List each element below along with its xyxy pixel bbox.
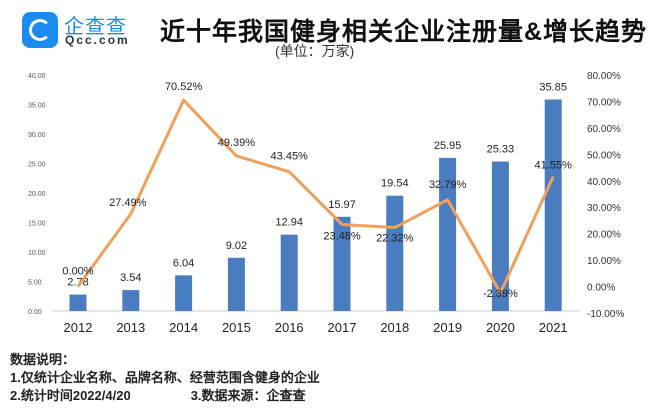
notes: 数据说明： 1.仅统计企业名称、品牌名称、经营范围含健身的企业 2.统计时间20…	[10, 351, 320, 405]
qcc-logo-icon	[22, 12, 58, 48]
bar-value-label: 19.54	[381, 178, 409, 190]
chart-unit: (单位：万家)	[275, 43, 355, 59]
growth-value-label: 23.48%	[323, 230, 361, 242]
x-tick-label: 2017	[328, 320, 357, 335]
growth-value-label: 22.32%	[376, 233, 414, 245]
bar	[175, 275, 193, 311]
x-tick-label: 2013	[116, 320, 145, 335]
logo-name-en: Qcc.com	[65, 33, 130, 47]
right-tick-label: 20.00%	[587, 230, 621, 241]
bar	[544, 99, 562, 311]
x-tick-label: 2015	[222, 320, 251, 335]
right-tick-label: 0.00%	[587, 283, 615, 294]
right-tick-label: -10.00%	[587, 309, 624, 320]
right-tick-label: 60.00%	[587, 124, 621, 135]
x-tick-label: 2014	[169, 320, 198, 335]
notes-line3: 3.数据来源：企查查	[190, 388, 306, 403]
bar	[227, 257, 245, 311]
right-tick-label: 30.00%	[587, 203, 621, 214]
growth-value-label: 0.00%	[62, 266, 93, 278]
growth-line	[76, 98, 555, 295]
bar-value-label: 35.85	[539, 81, 567, 93]
bar-value-label: 3.54	[120, 272, 141, 284]
x-tick-label: 2019	[433, 320, 462, 335]
left-tick-label: 20.00	[28, 191, 46, 198]
notes-heading: 数据说明：	[10, 352, 76, 367]
x-tick-label: 2018	[380, 320, 409, 335]
bar-value-label: 25.33	[487, 144, 515, 156]
bar-value-label: 15.97	[328, 199, 356, 211]
bar	[333, 216, 351, 311]
chart-title: 近十年我国健身相关企业注册量&增长趋势	[160, 18, 648, 46]
notes-line1: 1.仅统计企业名称、品牌名称、经营范围含健身的企业	[10, 370, 320, 385]
right-tick-label: 80.00%	[587, 71, 621, 82]
right-tick-label: 70.00%	[587, 97, 621, 108]
left-tick-label: 25.00	[28, 162, 46, 169]
x-tick-label: 2016	[275, 320, 304, 335]
right-tick-label: 10.00%	[587, 256, 621, 267]
left-tick-label: 15.00	[28, 221, 46, 228]
bar-value-label: 9.02	[226, 240, 247, 252]
x-tick-label: 2012	[64, 320, 93, 335]
logo-name-cn: 企查查	[64, 16, 127, 38]
growth-value-label: 32.79%	[429, 179, 467, 191]
growth-value-label: 41.55%	[535, 160, 573, 172]
growth-value-label: 70.52%	[165, 81, 203, 93]
left-tick-label: 0.00	[28, 309, 42, 316]
bar-value-label: 12.94	[275, 217, 303, 229]
left-tick-label: 10.00	[28, 250, 46, 257]
bar	[439, 157, 457, 311]
right-tick-label: 50.00%	[587, 150, 621, 161]
x-tick-label: 2021	[539, 320, 568, 335]
bar	[386, 195, 404, 311]
left-tick-label: 40.00	[28, 73, 46, 80]
bar	[280, 234, 298, 311]
notes-line2: 2.统计时间2022/4/20	[10, 388, 131, 403]
bar	[122, 290, 140, 311]
right-tick-label: 40.00%	[587, 177, 621, 188]
left-tick-label: 30.00	[28, 132, 46, 139]
growth-value-label: 43.45%	[271, 151, 309, 163]
left-tick-label: 35.00	[28, 103, 46, 110]
growth-value-label: 49.39%	[218, 137, 256, 149]
x-tick-label: 2020	[486, 320, 515, 335]
bar-value-label: 25.95	[434, 140, 462, 152]
bar	[69, 294, 87, 311]
left-tick-label: 5.00	[28, 280, 42, 287]
growth-value-label: 27.49%	[109, 197, 147, 209]
growth-value-label: -2.39%	[483, 288, 518, 300]
bar-value-label: 6.04	[173, 257, 194, 269]
bar	[491, 161, 509, 311]
